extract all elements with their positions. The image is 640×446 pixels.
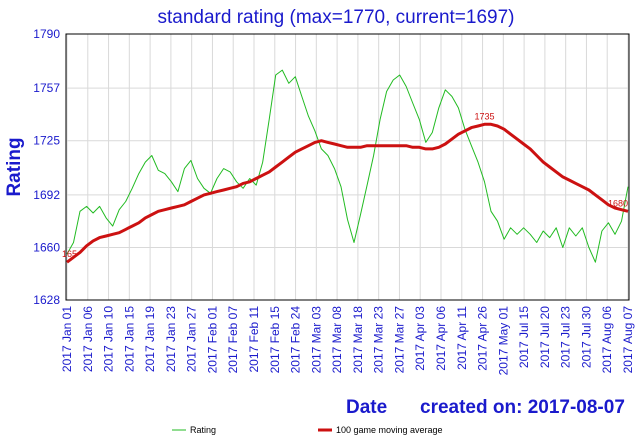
x-tick-label: 2017 Feb 24 — [289, 306, 303, 374]
y-tick-label: 1628 — [33, 293, 60, 307]
x-tick-label: 2017 Jan 01 — [60, 306, 74, 372]
x-axis-label: Date — [346, 397, 387, 418]
moving-average-line — [66, 122, 629, 264]
chart-title: standard rating (max=1770, current=1697) — [158, 7, 515, 28]
x-tick-label: 2017 Jan 27 — [185, 306, 199, 372]
x-tick-label: 2017 Aug 06 — [600, 306, 614, 374]
x-tick-label: 2017 Feb 11 — [247, 306, 261, 373]
x-tick-label: 2017 Apr 03 — [413, 306, 427, 371]
annotation-label: 1735 — [474, 111, 494, 121]
grid — [66, 33, 629, 301]
legend-label: Rating — [190, 425, 216, 435]
x-tick-label: 2017 Apr 06 — [434, 306, 448, 371]
y-tick-label: 1660 — [33, 240, 60, 254]
legend-label: 100 game moving average — [336, 425, 443, 435]
x-tick-label: 2017 Mar 08 — [330, 306, 344, 374]
x-tick-label: 2017 Jan 10 — [102, 306, 116, 372]
y-tick-label: 1692 — [33, 188, 60, 202]
x-tick-label: 2017 Jan 19 — [143, 306, 157, 372]
x-tick-label: 2017 Jan 23 — [164, 306, 178, 372]
x-tick-label: 2017 May 01 — [496, 306, 510, 376]
x-tick-label: 2017 Mar 27 — [392, 306, 406, 374]
plot-frame — [65, 33, 630, 301]
x-tick-label: 2017 Jul 23 — [559, 306, 573, 368]
x-tick-label: 2017 Jan 06 — [81, 306, 95, 372]
y-tick-label: 1790 — [33, 27, 60, 41]
x-tick-label: 2017 Jul 20 — [538, 306, 552, 368]
x-tick-labels: 2017 Jan 01 2017 Jan 06 2017 Jan 10 2017 Ja… — [60, 306, 635, 376]
x-tick-label: 2017 Apr 26 — [476, 306, 490, 371]
x-tick-label: 2017 Jul 15 — [517, 306, 531, 368]
x-tick-label: 2017 Feb 15 — [268, 306, 282, 374]
legend: Rating 100 game moving average — [172, 425, 443, 435]
x-tick-label: 2017 Apr 11 — [455, 306, 469, 370]
y-axis-label: Rating — [4, 137, 25, 196]
x-tick-label: 2017 Jan 15 — [122, 306, 136, 372]
annotations: 165 1735 1680 — [62, 111, 628, 259]
x-tick-label: 2017 Aug 07 — [621, 306, 635, 374]
rating-line — [66, 69, 629, 263]
y-tick-label: 1725 — [33, 134, 60, 148]
x-tick-label: 2017 Mar 18 — [351, 306, 365, 374]
x-tick-label: 2017 Feb 07 — [226, 306, 240, 374]
x-tick-label: 2017 Jul 30 — [579, 306, 593, 368]
annotation-label: 165 — [62, 249, 77, 259]
annotation-label: 1680 — [608, 198, 628, 208]
x-tick-label: 2017 Mar 23 — [372, 306, 386, 374]
series-lines — [66, 69, 629, 264]
created-on-label: created on: 2017-08-07 — [420, 397, 625, 418]
x-tick-label: 2017 Mar 03 — [309, 306, 323, 374]
y-tick-label: 1757 — [33, 81, 60, 95]
y-tick-labels: 1628 1660 1692 1725 1757 1790 — [33, 27, 60, 307]
x-tick-label: 2017 Feb 01 — [205, 306, 219, 374]
